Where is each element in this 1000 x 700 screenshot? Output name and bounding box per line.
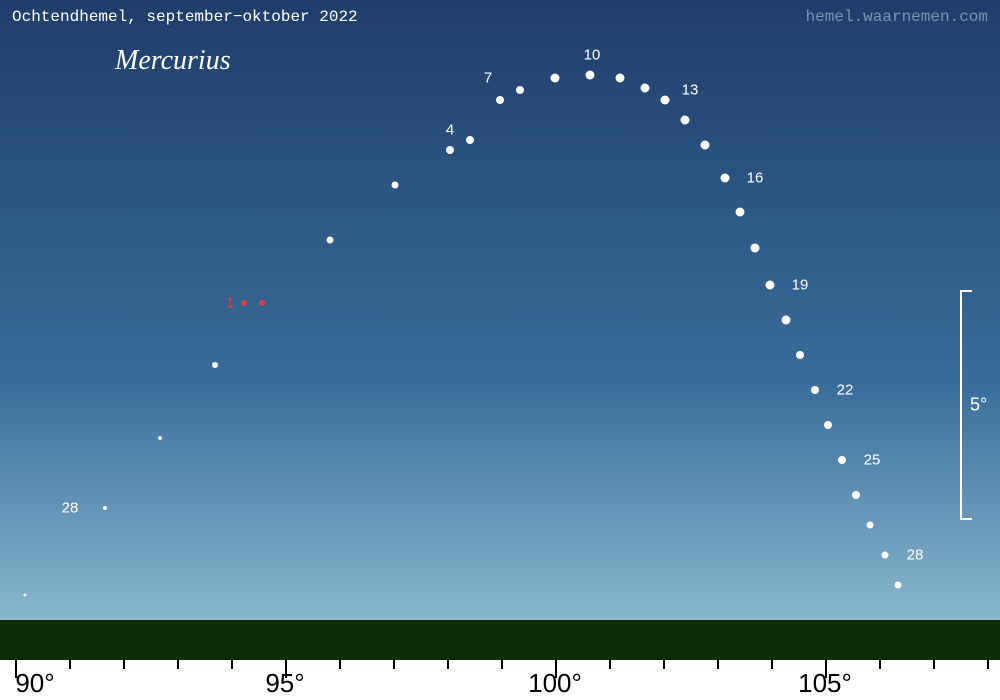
axis-tick	[231, 660, 233, 669]
scale-bar-label: 5°	[970, 395, 987, 416]
date-label: 22	[837, 382, 854, 399]
axis-tick	[123, 660, 125, 669]
date-label: 16	[747, 170, 764, 187]
date-label: 28	[62, 500, 79, 517]
mercury-position-dot	[701, 141, 710, 150]
axis-tick-label: 105°	[798, 668, 852, 699]
mercury-position-dot	[721, 174, 730, 183]
mercury-position-dot	[782, 316, 791, 325]
date-label: 28	[907, 547, 924, 564]
mercury-position-dot	[259, 300, 265, 306]
mercury-position-dot	[616, 74, 625, 83]
mercury-position-dot	[24, 594, 27, 597]
axis-tick-label: 100°	[528, 668, 582, 699]
mercury-position-dot	[736, 208, 745, 217]
mercury-position-dot	[766, 281, 775, 290]
mercury-position-dot	[516, 86, 524, 94]
mercury-position-dot	[241, 300, 247, 306]
mercury-position-dot	[327, 237, 334, 244]
date-label: 19	[792, 277, 809, 294]
axis-tick	[447, 660, 449, 669]
axis-tick	[987, 660, 989, 669]
mercury-position-dot	[158, 436, 162, 440]
title-left: Ochtendhemel, september−oktober 2022	[12, 8, 358, 26]
mercury-position-dot	[852, 491, 860, 499]
date-label: 7	[484, 70, 492, 87]
axis-tick	[393, 660, 395, 669]
mercury-position-dot	[641, 84, 650, 93]
mercury-position-dot	[838, 456, 846, 464]
axis-tick	[933, 660, 935, 669]
axis-tick	[177, 660, 179, 669]
mercury-position-dot	[103, 506, 107, 510]
mercury-position-dot	[466, 136, 474, 144]
axis-tick	[69, 660, 71, 669]
axis-tick-label: 90°	[15, 668, 54, 699]
axis-tick	[339, 660, 341, 669]
date-label: 10	[584, 47, 601, 64]
axis-tick	[717, 660, 719, 669]
axis-tick	[501, 660, 503, 669]
ground-strip	[0, 620, 1000, 660]
date-label: 25	[864, 452, 881, 469]
mercury-position-dot	[882, 552, 889, 559]
sky-background	[0, 0, 1000, 700]
date-label: 1	[226, 295, 234, 312]
date-label: 13	[682, 82, 699, 99]
mercury-position-dot	[751, 244, 760, 253]
mercury-position-dot	[867, 522, 874, 529]
mercury-position-dot	[551, 74, 560, 83]
mercury-position-dot	[811, 386, 819, 394]
axis-tick	[771, 660, 773, 669]
mercury-position-dot	[895, 582, 902, 589]
axis-tick	[663, 660, 665, 669]
mercury-position-dot	[212, 362, 218, 368]
mercury-position-dot	[661, 96, 670, 105]
axis-tick	[879, 660, 881, 669]
mercury-position-dot	[681, 116, 690, 125]
date-label: 4	[446, 122, 454, 139]
axis-tick	[609, 660, 611, 669]
mercury-position-dot	[496, 96, 504, 104]
mercury-position-dot	[392, 182, 399, 189]
axis-tick-label: 95°	[265, 668, 304, 699]
planet-name: Mercurius	[115, 45, 231, 77]
mercury-position-dot	[446, 146, 454, 154]
mercury-position-dot	[796, 351, 804, 359]
mercury-position-dot	[824, 421, 832, 429]
title-right: hemel.waarnemen.com	[806, 8, 988, 26]
mercury-position-dot	[586, 71, 595, 80]
